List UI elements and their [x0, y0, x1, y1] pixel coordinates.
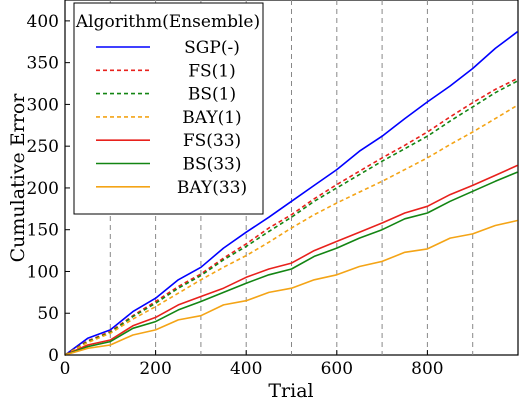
y-tick-label: 350 [27, 54, 59, 74]
x-tick-label: 0 [60, 359, 71, 379]
legend-label: BAY(1) [182, 108, 241, 128]
legend-label: FS(1) [188, 61, 236, 81]
y-tick-label: 200 [27, 179, 59, 199]
legend-label: BS(33) [182, 155, 241, 175]
legend-title: Algorithm(Ensemble) [75, 12, 260, 32]
y-tick-label: 0 [48, 346, 59, 366]
series-line-fs-33 [64, 164, 518, 356]
y-tick-label: 100 [27, 262, 59, 282]
series-line-bay-1 [64, 104, 518, 356]
y-axis-label: Cumulative Error [7, 93, 29, 263]
series-line-bs-1 [64, 80, 518, 356]
series-line-fs-1 [64, 77, 518, 356]
legend-label: BAY(33) [177, 178, 247, 198]
series-line-bs-33 [64, 171, 518, 356]
y-axis-ticks: 0 50 100 150 200 250 300 350 400 [27, 12, 70, 366]
x-axis-label: Trial [268, 380, 313, 402]
x-tick-label: 400 [230, 359, 262, 379]
y-tick-label: 150 [27, 221, 59, 241]
y-tick-label: 50 [37, 304, 59, 324]
x-tick-label: 200 [139, 359, 171, 379]
legend-box [73, 2, 264, 215]
series-line-bay-33 [64, 219, 518, 356]
plot-frame [64, 0, 519, 356]
x-tick-label: 800 [411, 359, 443, 379]
plot-area [64, 0, 519, 356]
series-lines [64, 31, 518, 356]
legend-items: SGP(-) FS(1) BS(1) BAY(1) FS(33) BS(33) BAY(33… [96, 38, 247, 198]
legend-label: SGP(-) [184, 38, 240, 58]
legend-label: BS(1) [188, 85, 236, 105]
y-tick-label: 300 [27, 95, 59, 115]
x-tick-label: 600 [321, 359, 353, 379]
x-axis-ticks: 0 200 400 600 800 [60, 350, 444, 379]
legend: Algorithm(Ensemble) SGP(-) FS(1) BS(1) BAY(… [73, 2, 264, 215]
legend-label: FS(33) [183, 131, 241, 151]
series-line-sgp [64, 31, 518, 356]
y-tick-label: 250 [27, 137, 59, 157]
y-tick-label: 400 [27, 12, 59, 32]
